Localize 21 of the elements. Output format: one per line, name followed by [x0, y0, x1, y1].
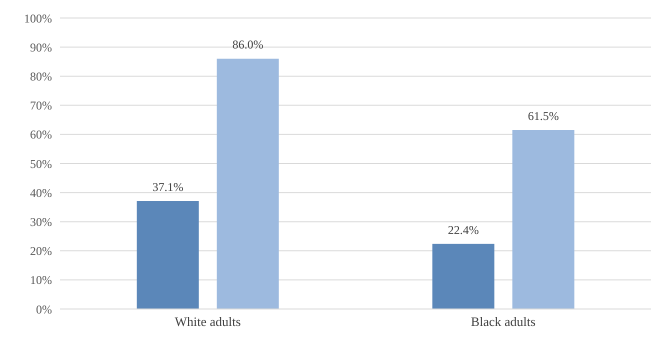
y-tick-label: 80%	[30, 69, 52, 84]
x-tick-label: Black adults	[470, 314, 536, 330]
text: 37.1%	[152, 180, 184, 194]
bar	[136, 201, 199, 309]
y-tick-label: 30%	[30, 214, 52, 229]
y-tick-label: 90%	[30, 40, 52, 54]
bar	[512, 130, 574, 309]
y-tick-label: 70%	[30, 98, 52, 113]
y-tick-label: 50%	[30, 156, 52, 171]
text: 61.5%	[528, 109, 559, 124]
text: 86.0%	[232, 38, 264, 52]
y-tick-label: 20%	[30, 244, 52, 258]
text: 22.4%	[448, 222, 479, 237]
x-tick-label: White adults	[174, 314, 241, 330]
y-tick-label: 100%	[24, 11, 52, 26]
y-tick-label: 10%	[30, 273, 52, 288]
y-tick-label: 0%	[36, 302, 52, 316]
y-tick-label: 40%	[30, 186, 52, 200]
bar	[216, 58, 279, 309]
bar	[432, 244, 494, 309]
y-tick-label: 60%	[30, 128, 52, 142]
